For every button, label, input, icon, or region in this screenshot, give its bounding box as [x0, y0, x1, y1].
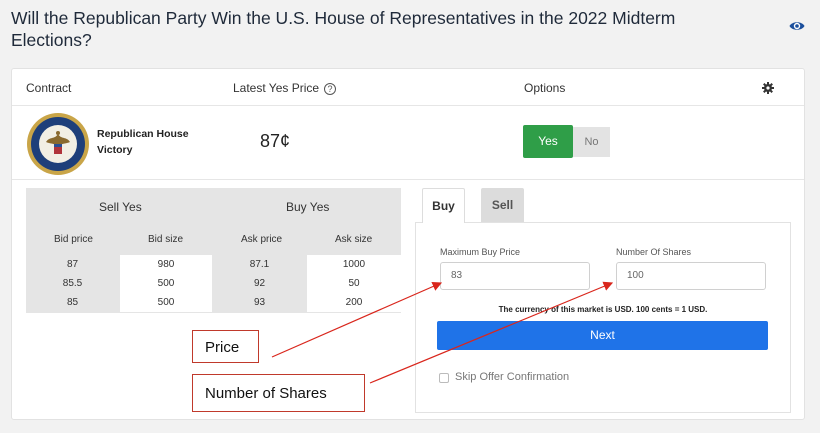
bid-price-cell[interactable]: 87: [66, 259, 79, 270]
bid-price-cell[interactable]: 85: [66, 297, 79, 308]
eye-icon[interactable]: [789, 20, 805, 32]
header-latest-yes-price: Latest Yes Price?: [233, 81, 337, 95]
sell-yes-heading: Sell Yes: [99, 200, 142, 214]
shares-label: Number Of Shares: [616, 247, 692, 257]
ask-price-cell[interactable]: 87.1: [249, 259, 270, 270]
bid-size-cell[interactable]: 500: [120, 274, 212, 293]
max-buy-price-input[interactable]: 83: [440, 262, 590, 290]
column-header: Ask size: [335, 234, 373, 245]
bid-size-cell[interactable]: 500: [120, 293, 212, 312]
buy-yes-heading: Buy Yes: [286, 200, 330, 214]
shares-callout: Number of Shares: [192, 374, 365, 412]
ask-price-cell[interactable]: 93: [253, 297, 266, 308]
contract-name[interactable]: Republican House Victory: [97, 128, 189, 156]
us-house-seal-icon: [27, 113, 89, 175]
ask-size-cell[interactable]: 200: [307, 293, 401, 312]
bid-price-cell[interactable]: 85.5: [62, 278, 83, 289]
page-title: Will the Republican Party Win the U.S. H…: [11, 8, 676, 50]
contract-divider: [12, 179, 804, 180]
skip-confirmation-checkbox[interactable]: [439, 373, 449, 383]
column-header: Bid size: [148, 234, 184, 245]
gear-icon[interactable]: [762, 82, 774, 94]
header-divider: [12, 105, 804, 106]
order-form: Maximum Buy Price 83 Number Of Shares 10…: [415, 222, 791, 413]
price-callout: Price: [192, 330, 259, 363]
no-button[interactable]: No: [573, 127, 610, 157]
shares-input[interactable]: 100: [616, 262, 766, 290]
latest-yes-price: 87¢: [260, 131, 291, 151]
tab-buy[interactable]: Buy: [422, 188, 465, 223]
column-header: Bid price: [54, 234, 93, 245]
market-card: Contract Latest Yes Price? Options Repub…: [11, 68, 805, 420]
header-latest-yes-price-label: Latest Yes Price: [233, 81, 320, 95]
order-book: Sell Yes Buy Yes Bid price Bid size Ask …: [26, 188, 401, 313]
currency-note: The currency of this market is USD. 100 …: [498, 305, 708, 314]
ask-price-cell[interactable]: 92: [253, 278, 266, 289]
ask-size-cell[interactable]: 1000: [307, 255, 401, 274]
max-buy-price-label: Maximum Buy Price: [440, 247, 521, 257]
bid-size-cell[interactable]: 980: [120, 255, 212, 274]
header-options: Options: [524, 81, 566, 95]
help-icon[interactable]: ?: [324, 83, 337, 95]
ask-size-cell[interactable]: 50: [307, 274, 401, 293]
yes-button[interactable]: Yes: [523, 125, 573, 158]
header-contract: Contract: [26, 81, 72, 95]
tab-sell[interactable]: Sell: [481, 188, 524, 222]
column-header: Ask price: [241, 234, 283, 245]
skip-confirmation-label: Skip Offer Confirmation: [455, 371, 570, 383]
next-button[interactable]: Next: [437, 321, 768, 350]
